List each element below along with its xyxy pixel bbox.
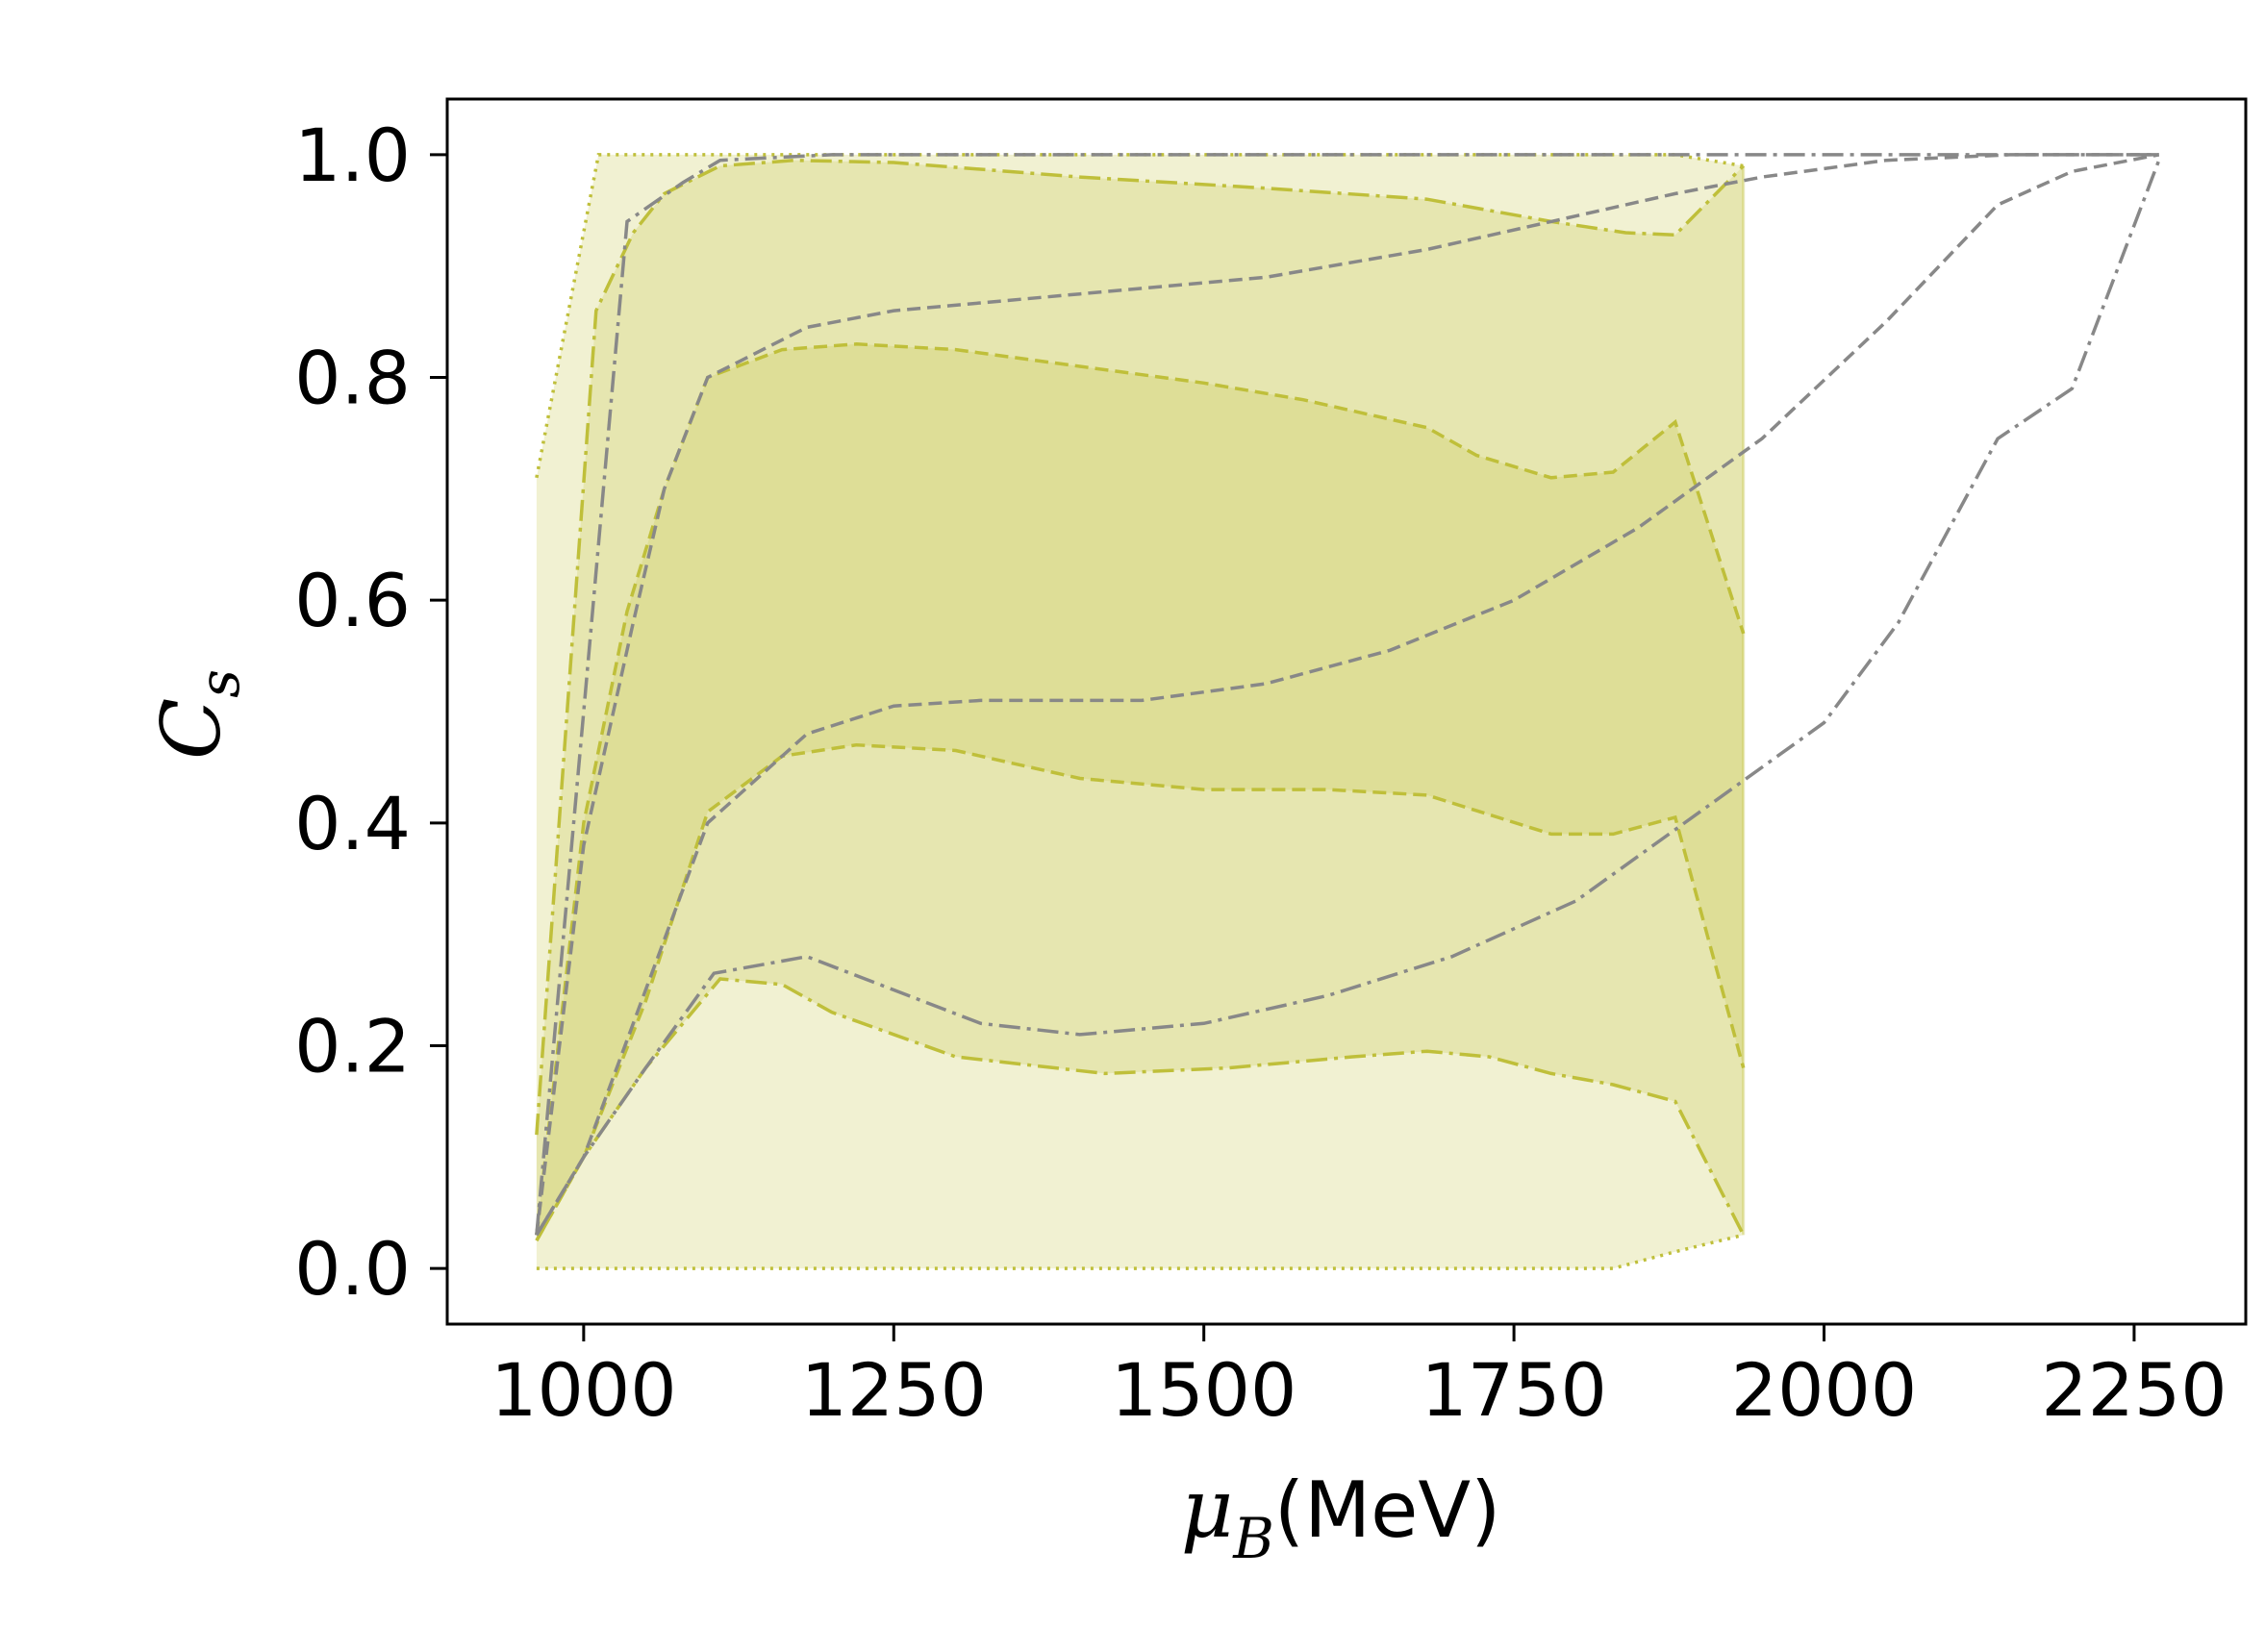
gray-reference-lines bbox=[535, 153, 2161, 1237]
x-axis-ticks: 1000 1250 1500 1750 2000 2250 bbox=[491, 1324, 2227, 1433]
y-axis-ticks: 0.0 0.2 0.4 0.6 0.8 1.0 bbox=[294, 113, 447, 1312]
y-tick-label-0: 0.0 bbox=[294, 1226, 411, 1312]
x-tick-label-1750: 1750 bbox=[1421, 1347, 1606, 1433]
y-tick-label-4: 0.8 bbox=[294, 336, 411, 421]
x-tick-label-1000: 1000 bbox=[491, 1347, 676, 1433]
y-tick-label-2: 0.4 bbox=[294, 781, 411, 866]
gray-line-3 bbox=[535, 160, 2161, 1237]
gray-line-1 bbox=[535, 153, 2159, 1236]
y-tick-label-3: 0.6 bbox=[294, 558, 411, 643]
x-tick-label-1500: 1500 bbox=[1111, 1347, 1296, 1433]
x-axis-label: μB(MeV) bbox=[1181, 1462, 1501, 1571]
band-fill-0 bbox=[536, 154, 1744, 1269]
band-lower-line-0 bbox=[536, 1233, 1745, 1270]
x-tick-label-2250: 2250 bbox=[2041, 1347, 2227, 1433]
x-tick-label-2000: 2000 bbox=[1731, 1347, 1917, 1433]
y-axis-label: Cs bbox=[144, 669, 252, 760]
gray-line-0 bbox=[535, 153, 2159, 1236]
gray-line-2 bbox=[535, 153, 2160, 1237]
x-tick-label-1250: 1250 bbox=[801, 1347, 987, 1433]
plot-frame bbox=[445, 97, 2248, 1326]
y-tick-label-5: 1.0 bbox=[294, 113, 411, 198]
band-fill-2 bbox=[536, 343, 1744, 1241]
band-upper-line-2 bbox=[535, 342, 1746, 1236]
confidence-bands bbox=[535, 153, 1746, 1270]
y-tick-label-1: 0.2 bbox=[294, 1003, 411, 1089]
band-lower-line-1 bbox=[535, 977, 1746, 1241]
